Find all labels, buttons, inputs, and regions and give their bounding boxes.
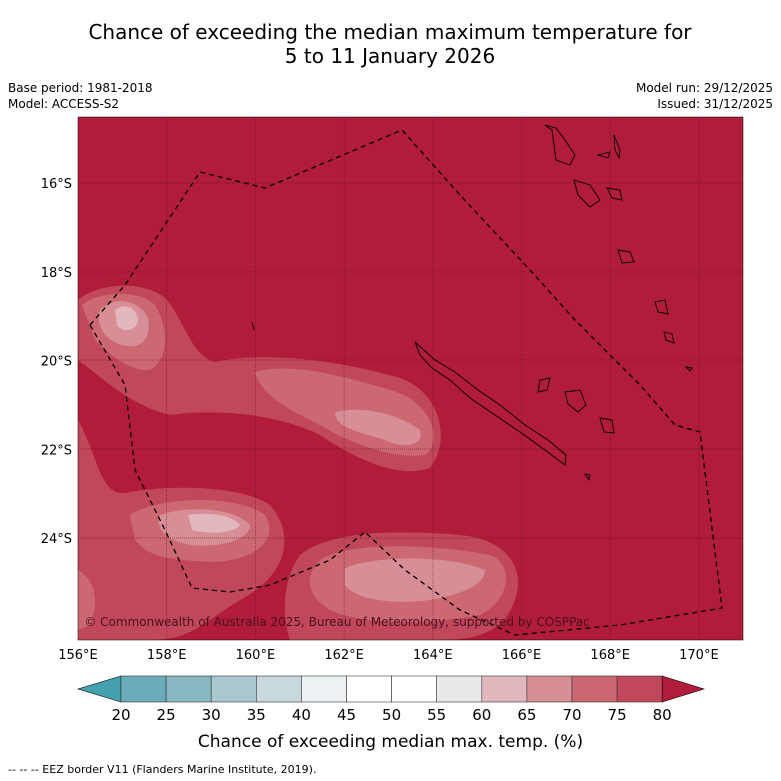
colorbar-segment bbox=[391, 675, 438, 703]
contour-60 bbox=[188, 513, 240, 533]
lon-tick-label: 170°E bbox=[679, 648, 719, 663]
colorbar-tick-label: 40 bbox=[292, 706, 311, 724]
map-area bbox=[78, 117, 743, 640]
colorbar-segment bbox=[346, 675, 392, 703]
lon-tick-label: 168°E bbox=[590, 648, 630, 663]
loyalty-island bbox=[564, 389, 587, 413]
loyalty-island bbox=[537, 377, 551, 393]
lat-tick-label: 16°S bbox=[41, 177, 72, 192]
lat-tick-label: 24°S bbox=[41, 532, 72, 547]
colorbar-segment bbox=[481, 675, 528, 703]
coastlines bbox=[251, 124, 693, 482]
colorbar-segment bbox=[120, 675, 167, 703]
lon-ticks: 156°E 158°E 160°E 162°E 164°E 166°E 168°E 170°E bbox=[58, 648, 718, 663]
colorbar-segment bbox=[616, 675, 663, 703]
colorbar-tick-label: 75 bbox=[608, 706, 627, 724]
colorbar-tick-label: 70 bbox=[562, 706, 581, 724]
title-line-2: 5 to 11 January 2026 bbox=[284, 44, 496, 68]
title-line-1: Chance of exceeding the median maximum t… bbox=[88, 20, 692, 44]
islet bbox=[684, 366, 693, 372]
colorbar-title: Chance of exceeding median max. temp. (%… bbox=[197, 732, 584, 752]
colorbar-tick-label: 55 bbox=[427, 706, 446, 724]
colorbar-segment bbox=[526, 675, 573, 703]
lon-tick-label: 158°E bbox=[147, 648, 187, 663]
lon-tick-label: 156°E bbox=[58, 648, 98, 663]
vanuatu-island bbox=[606, 187, 623, 201]
colorbar-tick-label: 45 bbox=[337, 706, 356, 724]
colorbar-under-arrow bbox=[76, 675, 122, 703]
colorbar-segment bbox=[301, 675, 347, 703]
colorbar-over-arrow bbox=[661, 675, 706, 703]
colorbar-tick-label: 20 bbox=[111, 706, 130, 724]
model-name: Model: ACCESS-S2 bbox=[8, 97, 120, 111]
base-period: Base period: 1981-2018 bbox=[8, 81, 153, 95]
colorbar: 20 25 30 35 40 45 50 55 60 65 70 75 80 bbox=[76, 675, 706, 724]
contour-65 bbox=[335, 409, 421, 446]
lon-tick-label: 162°E bbox=[324, 648, 364, 663]
lat-tick-label: 20°S bbox=[41, 355, 72, 370]
islet bbox=[584, 473, 591, 482]
colorbar-segment bbox=[571, 675, 618, 703]
lon-tick-label: 164°E bbox=[413, 648, 453, 663]
loyalty-island bbox=[599, 417, 615, 434]
graticule bbox=[78, 117, 743, 640]
colorbar-segment bbox=[210, 675, 257, 703]
colorbar-tick-label: 60 bbox=[472, 706, 491, 724]
vanuatu-island bbox=[663, 331, 675, 344]
lat-ticks: 16°S 18°S 20°S 22°S 24°S bbox=[41, 177, 72, 547]
vanuatu-island bbox=[544, 124, 576, 166]
model-run: Model run: 29/12/2025 bbox=[635, 81, 773, 95]
colorbar-segment bbox=[436, 675, 483, 703]
lon-tick-label: 160°E bbox=[236, 648, 276, 663]
vanuatu-island bbox=[596, 151, 611, 159]
contour-60 bbox=[115, 306, 138, 331]
islet bbox=[251, 321, 255, 331]
contour-70 bbox=[78, 570, 96, 630]
colorbar-tick-label: 25 bbox=[157, 706, 176, 724]
vanuatu-island bbox=[573, 179, 601, 208]
vanuatu-island bbox=[654, 299, 669, 315]
meta-left: Base period: 1981-2018 Model: ACCESS-S2 bbox=[8, 80, 153, 112]
lat-tick-label: 22°S bbox=[41, 443, 72, 458]
figure-title: Chance of exceeding the median maximum t… bbox=[0, 20, 781, 68]
map-frame bbox=[77, 116, 744, 641]
contour-65 bbox=[345, 558, 485, 602]
new-caledonia bbox=[414, 341, 567, 466]
lon-tick-label: 166°E bbox=[502, 648, 542, 663]
legend-footnote: -- -- -- EEZ border V11 (Flanders Marine… bbox=[8, 763, 317, 776]
colorbar-segment bbox=[165, 675, 212, 703]
copyright-notice: © Commonwealth of Australia 2025, Bureau… bbox=[84, 615, 589, 629]
meta-right: Model run: 29/12/2025 Issued: 31/12/2025 bbox=[636, 80, 773, 112]
lat-tick-label: 18°S bbox=[41, 266, 72, 281]
colorbar-tick-label: 50 bbox=[382, 706, 401, 724]
vanuatu-island bbox=[613, 134, 621, 160]
colorbar-tick-label: 35 bbox=[247, 706, 266, 724]
issued-date: Issued: 31/12/2025 bbox=[657, 97, 773, 111]
colorbar-tick-label: 80 bbox=[653, 706, 672, 724]
colorbar-segment bbox=[255, 675, 302, 703]
vanuatu-island bbox=[617, 249, 635, 264]
colorbar-tick-label: 30 bbox=[202, 706, 221, 724]
colorbar-tick-label: 65 bbox=[517, 706, 536, 724]
